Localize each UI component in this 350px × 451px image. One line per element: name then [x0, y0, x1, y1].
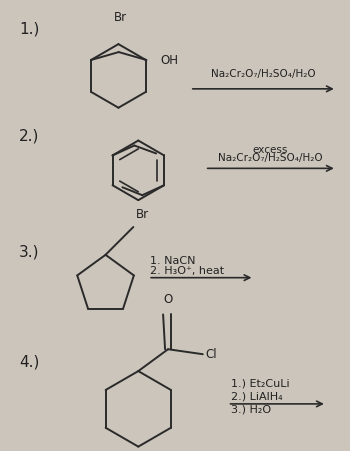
Text: Br: Br [136, 208, 149, 221]
Text: 2.) LiAlH₄: 2.) LiAlH₄ [231, 392, 282, 402]
Text: 2. H₃O⁺, heat: 2. H₃O⁺, heat [150, 266, 224, 276]
Text: Cl: Cl [206, 348, 217, 361]
Text: 1. NaCN: 1. NaCN [150, 256, 196, 266]
Text: 2.): 2.) [19, 129, 40, 143]
Text: OH: OH [160, 54, 178, 67]
Text: 3.): 3.) [19, 245, 40, 260]
Text: Br: Br [114, 11, 127, 24]
Text: Na₂Cr₂O₇/H₂SO₄/H₂O: Na₂Cr₂O₇/H₂SO₄/H₂O [218, 153, 323, 163]
Text: Na₂Cr₂O₇/H₂SO₄/H₂O: Na₂Cr₂O₇/H₂SO₄/H₂O [211, 69, 316, 79]
Text: 4.): 4.) [19, 354, 40, 369]
Text: O: O [163, 294, 173, 307]
Text: 1.): 1.) [19, 21, 40, 36]
Text: 3.) H₂O: 3.) H₂O [231, 405, 271, 415]
Text: excess: excess [253, 145, 288, 156]
Text: 1.) Et₂CuLi: 1.) Et₂CuLi [231, 379, 289, 389]
